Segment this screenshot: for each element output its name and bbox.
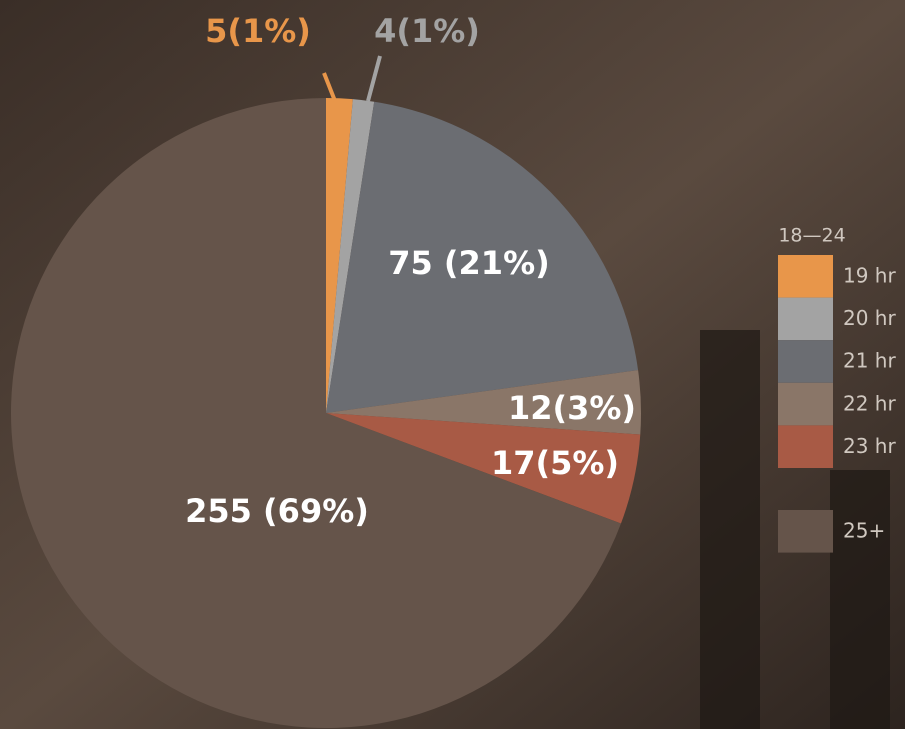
legend-swatch [778,340,833,383]
legend-label: 19 hr [843,264,896,288]
data-label: 4(1%) [374,12,480,50]
legend-swatch [778,425,833,468]
data-label: 12(3%) [508,389,636,427]
legend-label: 20 hr [843,306,896,330]
page: {"chart_data": { "type": "pie", "legend_… [0,0,905,729]
legend-swatch [778,255,833,298]
legend-swatch [778,298,833,341]
legend-label: 25+ [843,519,885,543]
background-door [700,330,760,729]
data-label: 17(5%) [491,444,619,482]
legend-label: 23 hr [843,434,896,458]
data-label: 75 (21%) [388,244,550,282]
legend-title: 18—24 [778,225,845,247]
data-label: 255 (69%) [185,492,369,530]
chart: 18—24 5(1%) 4(1%) 75 (21%) 12(3%) 17(5%) 255 … [0,0,905,729]
legend-label: 21 hr [843,349,896,373]
legend-label: 22 hr [843,391,896,415]
background-door [830,470,890,729]
data-label: 5(1%) [205,12,311,50]
legend-swatch [778,510,833,553]
legend-swatch [778,383,833,426]
